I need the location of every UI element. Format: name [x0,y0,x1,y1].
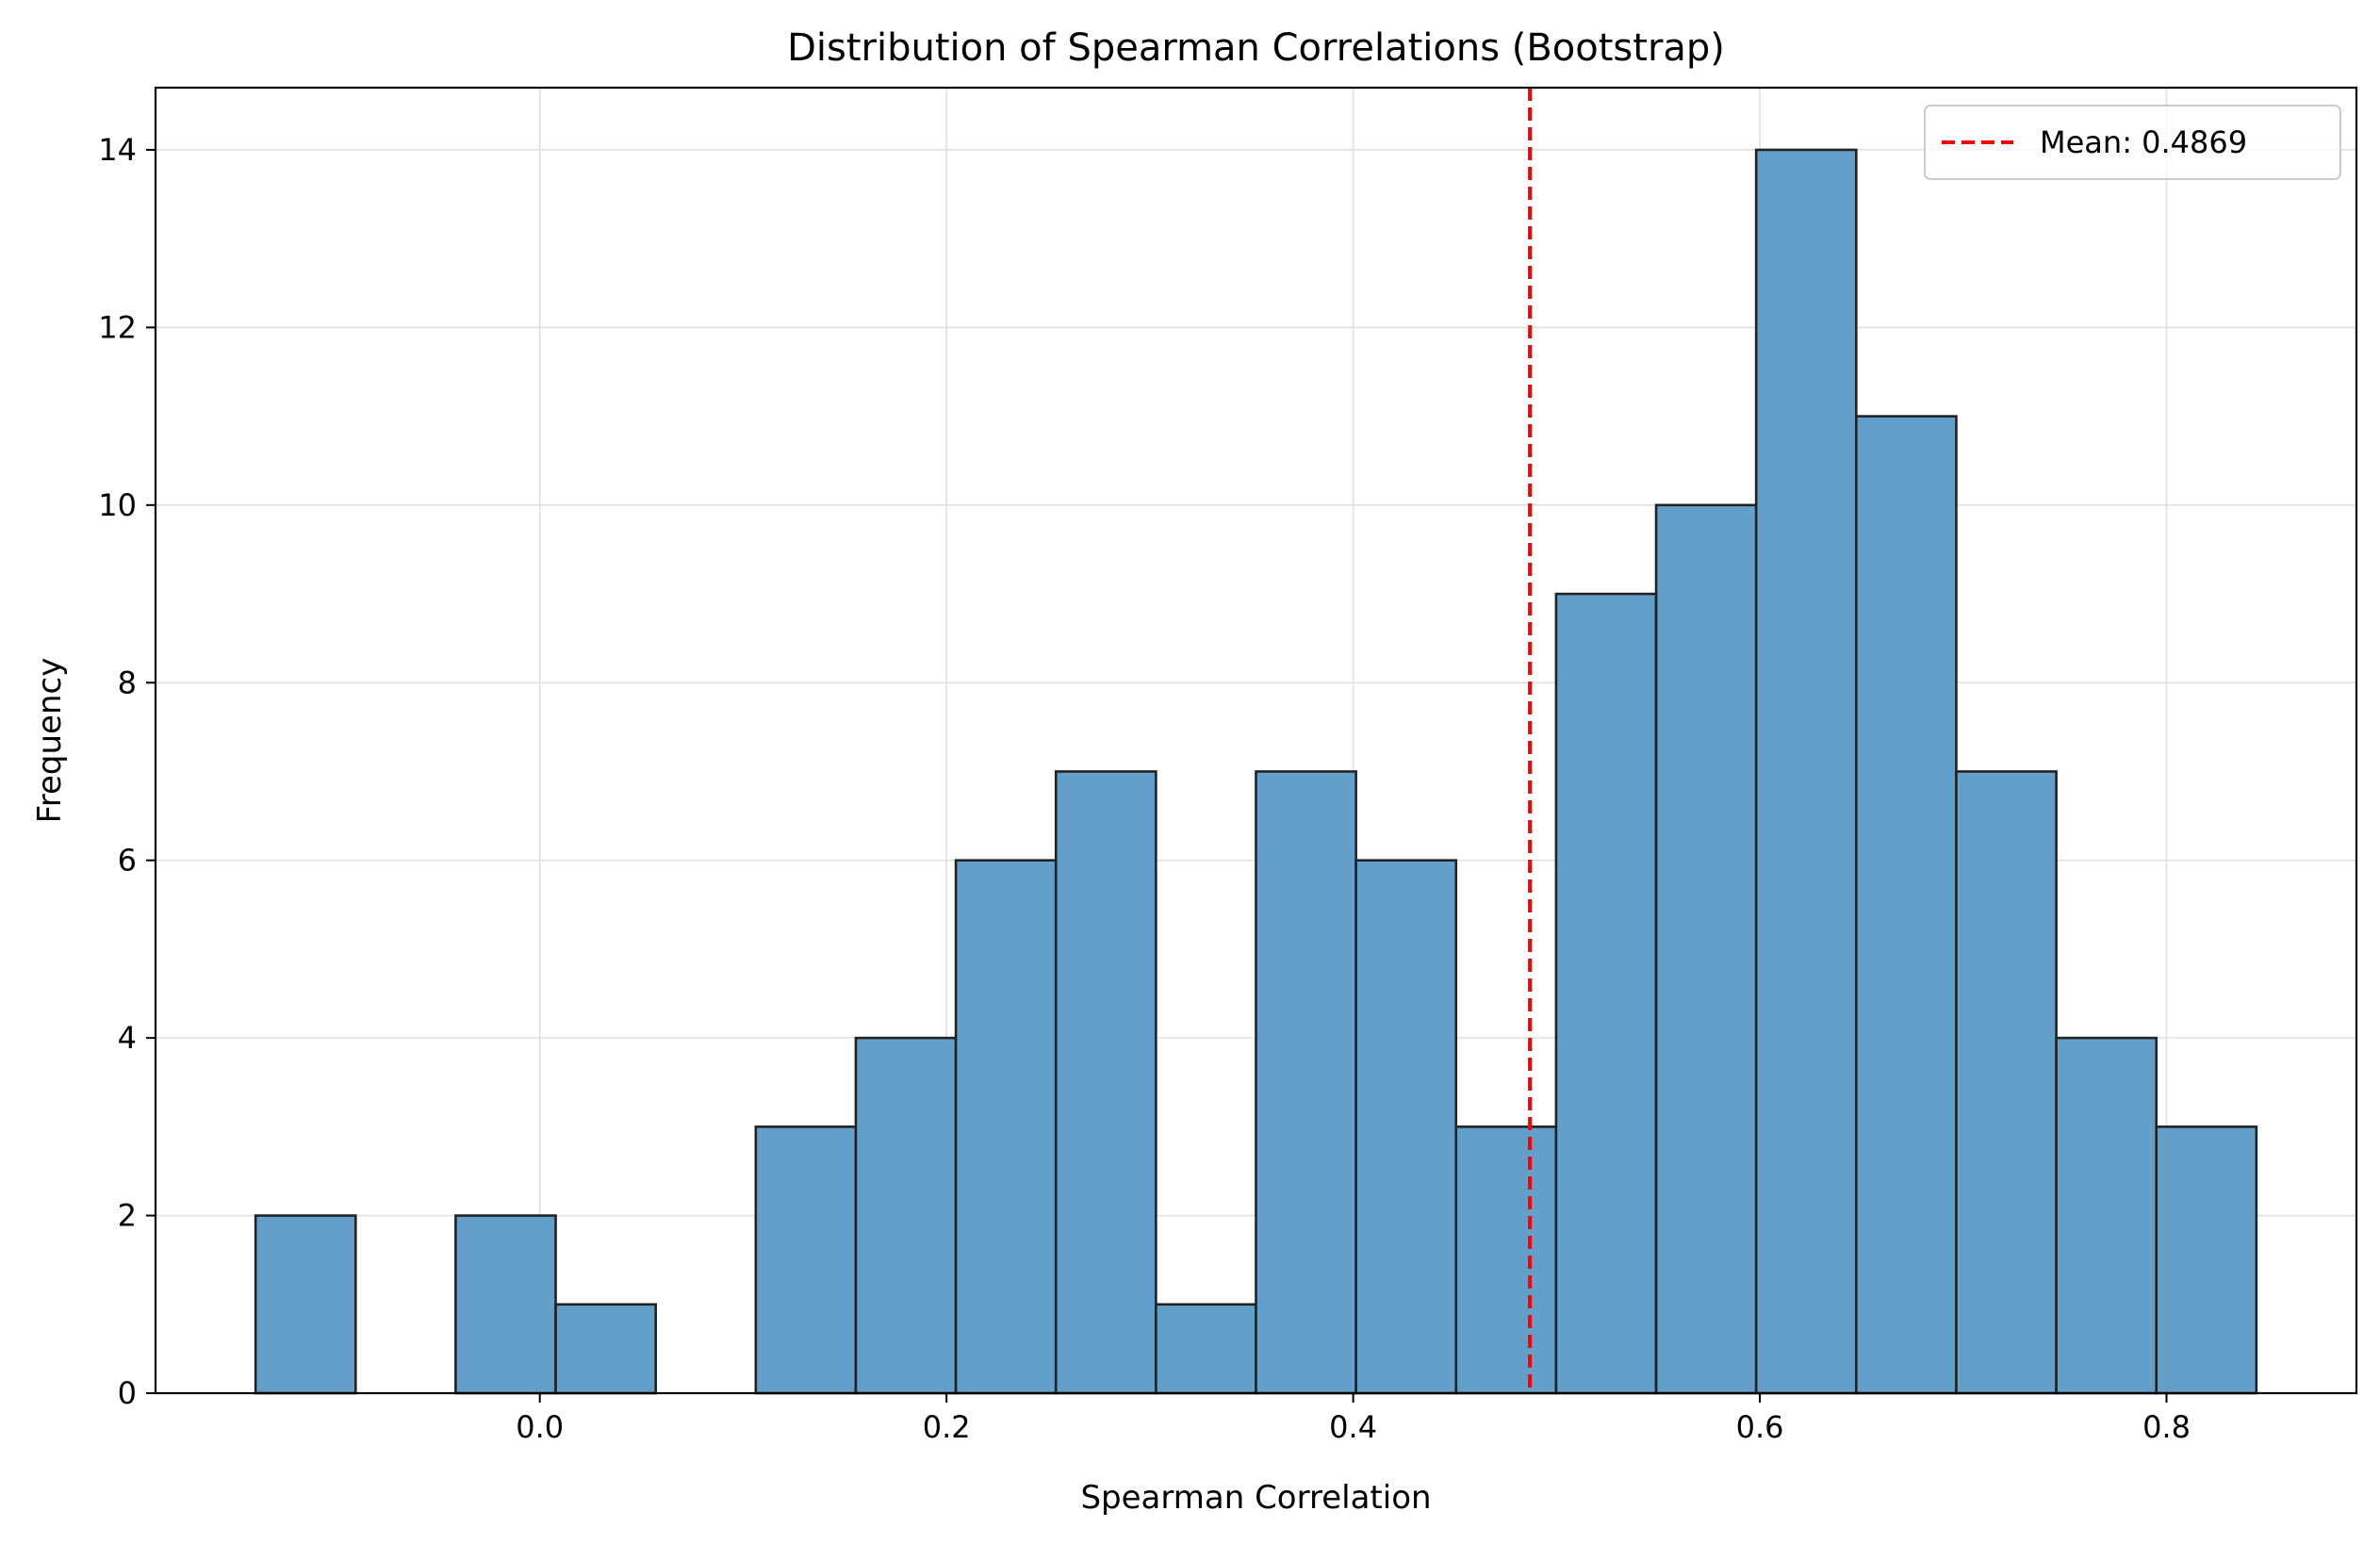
x-tick-label-1: 0.2 [923,1409,971,1445]
x-tick-label-0: 0.0 [516,1409,564,1445]
histogram-bar-10 [1255,770,1357,1395]
plot-frame [154,86,2358,1395]
histogram-bar-0 [254,1214,357,1395]
histogram-bar-13 [1554,592,1658,1395]
histogram-bar-9 [1155,1303,1257,1395]
y-axis-label: Frequency [31,658,69,824]
x-tick-label-3: 0.6 [1736,1409,1784,1445]
legend: Mean: 0.4869 [1924,105,2341,180]
chart-title: Distribution of Spearman Correlations (B… [787,26,1725,70]
histogram-bar-17 [1955,770,2058,1395]
legend-box [1924,105,2341,180]
x-axis-label: Spearman Correlation [1080,1479,1431,1517]
histogram-bar-6 [854,1036,958,1395]
histogram-bar-8 [1054,770,1157,1395]
y-axis-ticks: 0 2 4 6 8 10 12 14 [98,132,156,1411]
histogram-bar-3 [554,1303,657,1395]
histogram-bar-12 [1454,1125,1558,1395]
legend-label-mean: Mean: 0.4869 [2040,124,2247,160]
y-tick-label-3: 6 [118,843,137,879]
x-tick-label-2: 0.4 [1329,1409,1377,1445]
histogram-bar-5 [754,1125,858,1395]
histogram-bar-14 [1654,503,1758,1395]
histogram-bar-11 [1354,859,1458,1395]
histogram-bar-15 [1754,148,1858,1395]
histogram-bar-2 [454,1214,557,1395]
y-tick-label-4: 8 [118,665,137,700]
y-tick-label-2: 4 [118,1020,137,1056]
y-tick-label-5: 10 [98,487,137,523]
histogram-bar-18 [2055,1036,2158,1395]
histogram-bars [254,148,2258,1395]
x-tick-label-4: 0.8 [2142,1409,2191,1445]
x-axis-ticks: 0.0 0.2 0.4 0.6 0.8 [516,1393,2191,1445]
y-tick-label-1: 2 [118,1198,137,1234]
y-tick-label-0: 0 [118,1375,137,1411]
histogram-bar-19 [2155,1125,2258,1395]
histogram-bar-7 [954,859,1058,1395]
histogram-bar-16 [1855,415,1958,1395]
y-tick-label-6: 12 [98,309,137,345]
y-tick-label-7: 14 [98,132,137,168]
